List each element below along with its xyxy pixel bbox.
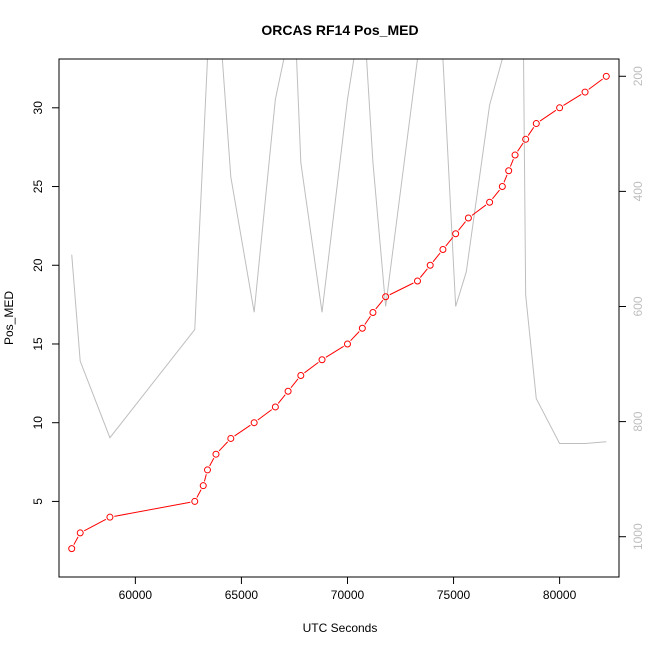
primary-series-point [505, 167, 513, 175]
primary-series-point [486, 198, 494, 206]
primary-series-segment [509, 159, 514, 167]
x-tick-label: 80000 [543, 588, 577, 602]
primary-series-segment [389, 282, 414, 296]
primary-series-segment [419, 268, 428, 278]
y-axis: 5 10 15 20 25 30 [31, 101, 59, 505]
primary-series-point [284, 387, 292, 395]
primary-series-point [191, 497, 199, 505]
primary-series-point [199, 482, 207, 490]
y-tick-label: 30 [31, 101, 45, 115]
primary-series-segment [375, 299, 384, 310]
primary-series-segment [492, 189, 500, 200]
primary-series-segment [73, 536, 79, 545]
x-tick-label: 75000 [437, 588, 471, 602]
chart-title: ORCAS RF14 Pos_MED [261, 22, 418, 38]
primary-series-point [203, 466, 211, 474]
primary-series-segment [290, 378, 299, 389]
x-axis-label: UTC Seconds [303, 621, 378, 635]
y2-tick-label: 800 [631, 411, 645, 431]
primary-series-point [297, 371, 305, 379]
primary-series-segment [114, 501, 191, 517]
primary-series-point [227, 434, 235, 442]
primary-series-segment [364, 315, 371, 325]
primary-series-segment [325, 345, 344, 358]
primary-series-segment [445, 236, 454, 247]
primary-series-segment [527, 127, 535, 136]
primary-series-point [343, 340, 351, 348]
primary-series-segment [458, 221, 466, 231]
primary-series-segment [234, 424, 251, 437]
primary-series-point [76, 529, 84, 537]
primary-series-point [318, 356, 326, 364]
primary-series-point [602, 72, 610, 80]
primary-series-segment [350, 331, 360, 342]
primary-series-segment [218, 441, 229, 452]
primary-series-segment [304, 362, 319, 374]
y-tick-label: 15 [31, 337, 45, 351]
primary-series-segment [209, 457, 215, 467]
plot-frame [58, 58, 620, 578]
primary-series-point [271, 403, 279, 411]
primary-series-segment [196, 489, 202, 498]
primary-series-point [439, 246, 447, 254]
primary-series-point [581, 88, 589, 96]
primary-series-point [68, 545, 76, 553]
y-tick-label: 25 [31, 180, 45, 194]
primary-series-segment [471, 204, 487, 216]
x-tick-label: 60000 [119, 588, 153, 602]
primary-series-point [382, 293, 390, 301]
primary-series-segment [517, 142, 524, 152]
primary-series-point [498, 183, 506, 191]
y2-tick-label: 600 [631, 296, 645, 316]
y-tick-label: 20 [31, 258, 45, 272]
x-tick-label: 65000 [225, 588, 259, 602]
primary-series-segment [277, 394, 286, 404]
primary-series-point [556, 104, 564, 112]
primary-series-point [452, 230, 460, 238]
y2-tick-label: 400 [631, 181, 645, 201]
primary-series-point [413, 277, 421, 285]
primary-series-segment [503, 174, 508, 183]
primary-series-point [522, 135, 530, 143]
primary-series-segment [203, 474, 207, 482]
primary-series-point [250, 419, 258, 427]
y-axis-label: Pos_MED [2, 291, 16, 345]
primary-series-point [532, 120, 540, 128]
primary-series-segment [257, 409, 273, 421]
primary-series-segment [432, 252, 441, 263]
secondary-series-layer [71, 58, 607, 444]
x-axis: 60000 65000 70000 75000 80000 [119, 577, 577, 602]
y-tick-label: 10 [31, 416, 45, 430]
y2-tick-label: 200 [631, 66, 645, 86]
primary-series-point [426, 261, 434, 269]
primary-series-point [106, 513, 114, 521]
primary-series-segment [588, 78, 603, 90]
primary-series-point [464, 214, 472, 222]
primary-series-point [212, 450, 220, 458]
primary-series-layer [68, 72, 610, 553]
primary-series-segment [539, 109, 557, 122]
x-tick-label: 70000 [331, 588, 365, 602]
primary-series-point [511, 151, 519, 159]
secondary-series-line [71, 58, 607, 444]
primary-series-segment [563, 94, 582, 106]
primary-series-point [369, 308, 377, 316]
y2-axis: 200 400 600 800 1000 [619, 66, 645, 550]
primary-series-segment [83, 518, 107, 532]
primary-series-point [358, 324, 366, 332]
y-tick-label: 5 [31, 498, 45, 505]
y2-tick-label: 1000 [631, 523, 645, 550]
